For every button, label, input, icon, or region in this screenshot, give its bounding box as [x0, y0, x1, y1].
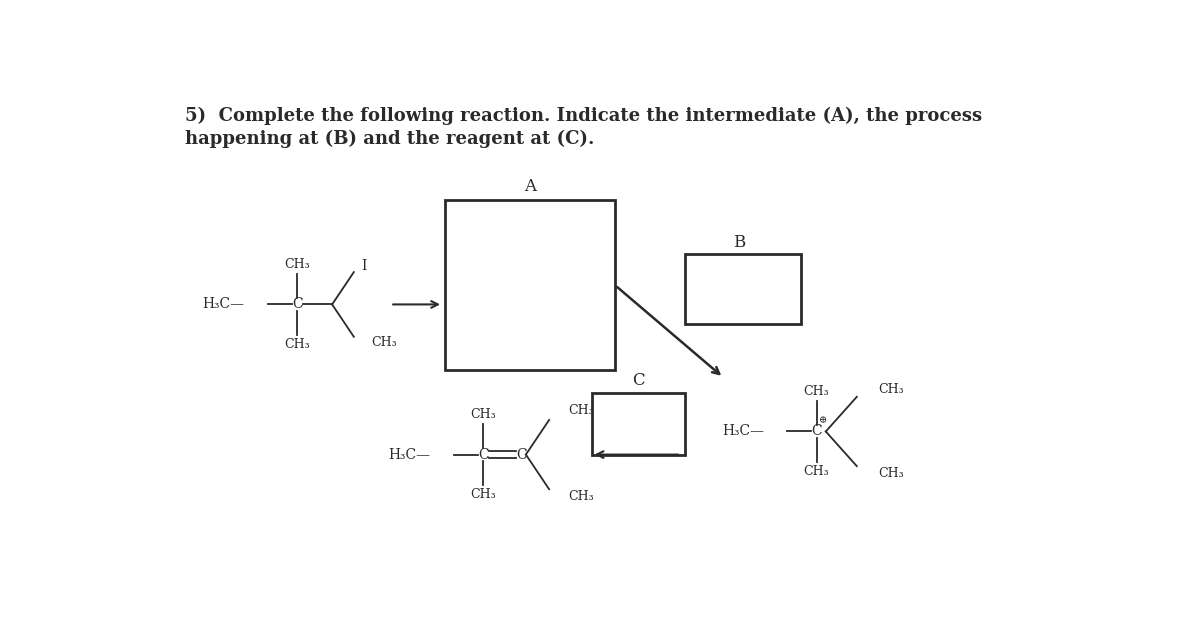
Bar — [444, 200, 616, 370]
Text: 5)  Complete the following reaction. Indicate the intermediate (A), the process: 5) Complete the following reaction. Indi… — [185, 106, 982, 125]
Text: H₃C—: H₃C— — [203, 298, 245, 312]
Text: CH₃: CH₃ — [804, 465, 829, 478]
Bar — [592, 393, 685, 455]
Text: CH₃: CH₃ — [569, 404, 594, 417]
Text: C: C — [632, 372, 644, 389]
Text: C: C — [478, 448, 488, 462]
Text: CH₃: CH₃ — [371, 336, 396, 350]
Text: I: I — [361, 259, 367, 273]
Text: CH₃: CH₃ — [470, 408, 496, 421]
Text: H₃C—: H₃C— — [389, 448, 431, 462]
Text: C: C — [811, 424, 822, 439]
Text: CH₃: CH₃ — [470, 488, 496, 501]
Text: CH₃: CH₃ — [284, 258, 310, 271]
Text: H₃C—: H₃C— — [722, 424, 764, 439]
Text: CH₃: CH₃ — [804, 385, 829, 398]
Text: happening at (B) and the reagent at (C).: happening at (B) and the reagent at (C). — [185, 129, 594, 148]
Text: CH₃: CH₃ — [569, 491, 594, 504]
Text: C: C — [292, 298, 302, 312]
Text: A: A — [523, 178, 535, 195]
Text: CH₃: CH₃ — [878, 383, 904, 395]
Text: B: B — [733, 234, 745, 251]
Text: CH₃: CH₃ — [284, 338, 310, 351]
Bar — [685, 254, 802, 324]
Text: C: C — [517, 448, 527, 462]
Text: ⊕: ⊕ — [820, 416, 828, 425]
Text: CH₃: CH₃ — [878, 468, 904, 480]
